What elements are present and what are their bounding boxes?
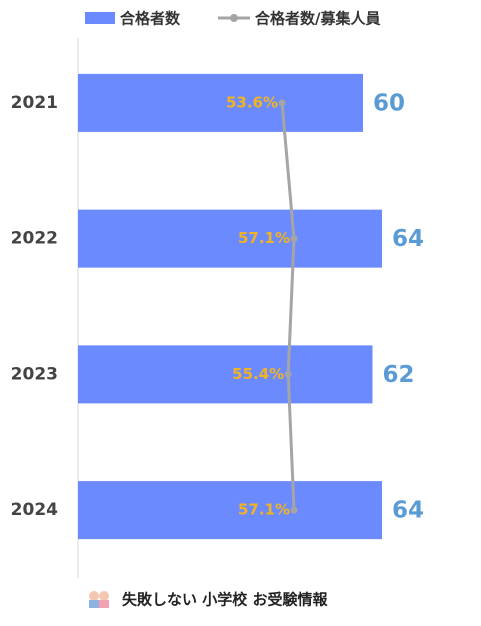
bar bbox=[78, 345, 373, 404]
footer: 失敗しない 小学校 お受験情報 bbox=[122, 591, 328, 609]
bar bbox=[78, 73, 363, 132]
line bbox=[280, 102, 296, 511]
y-tick-label: 2022 bbox=[11, 229, 58, 249]
line-point bbox=[278, 99, 286, 107]
data-label: 57.1% bbox=[238, 501, 290, 519]
legend-label: 合格者数/募集人員 bbox=[254, 10, 380, 28]
data-label: 55.4% bbox=[232, 365, 284, 383]
line-point bbox=[290, 506, 298, 514]
legend-label: 合格者数 bbox=[119, 10, 181, 28]
line-point bbox=[290, 235, 298, 243]
y-tick-label: 2023 bbox=[11, 364, 58, 384]
y-tick-label: 2021 bbox=[11, 93, 58, 113]
legend-swatch bbox=[85, 12, 115, 24]
footer-icon bbox=[89, 591, 109, 608]
data-label: 57.1% bbox=[238, 229, 290, 247]
data-label: 53.6% bbox=[226, 93, 278, 111]
legend-swatch bbox=[230, 14, 238, 22]
data-label: 60 bbox=[373, 90, 405, 116]
data-label: 62 bbox=[383, 362, 415, 388]
line-point bbox=[284, 370, 292, 378]
data-label: 64 bbox=[392, 226, 424, 252]
data-label: 64 bbox=[392, 498, 424, 524]
y-tick-label: 2024 bbox=[11, 500, 58, 520]
bar bbox=[78, 481, 382, 540]
bar bbox=[78, 209, 382, 268]
